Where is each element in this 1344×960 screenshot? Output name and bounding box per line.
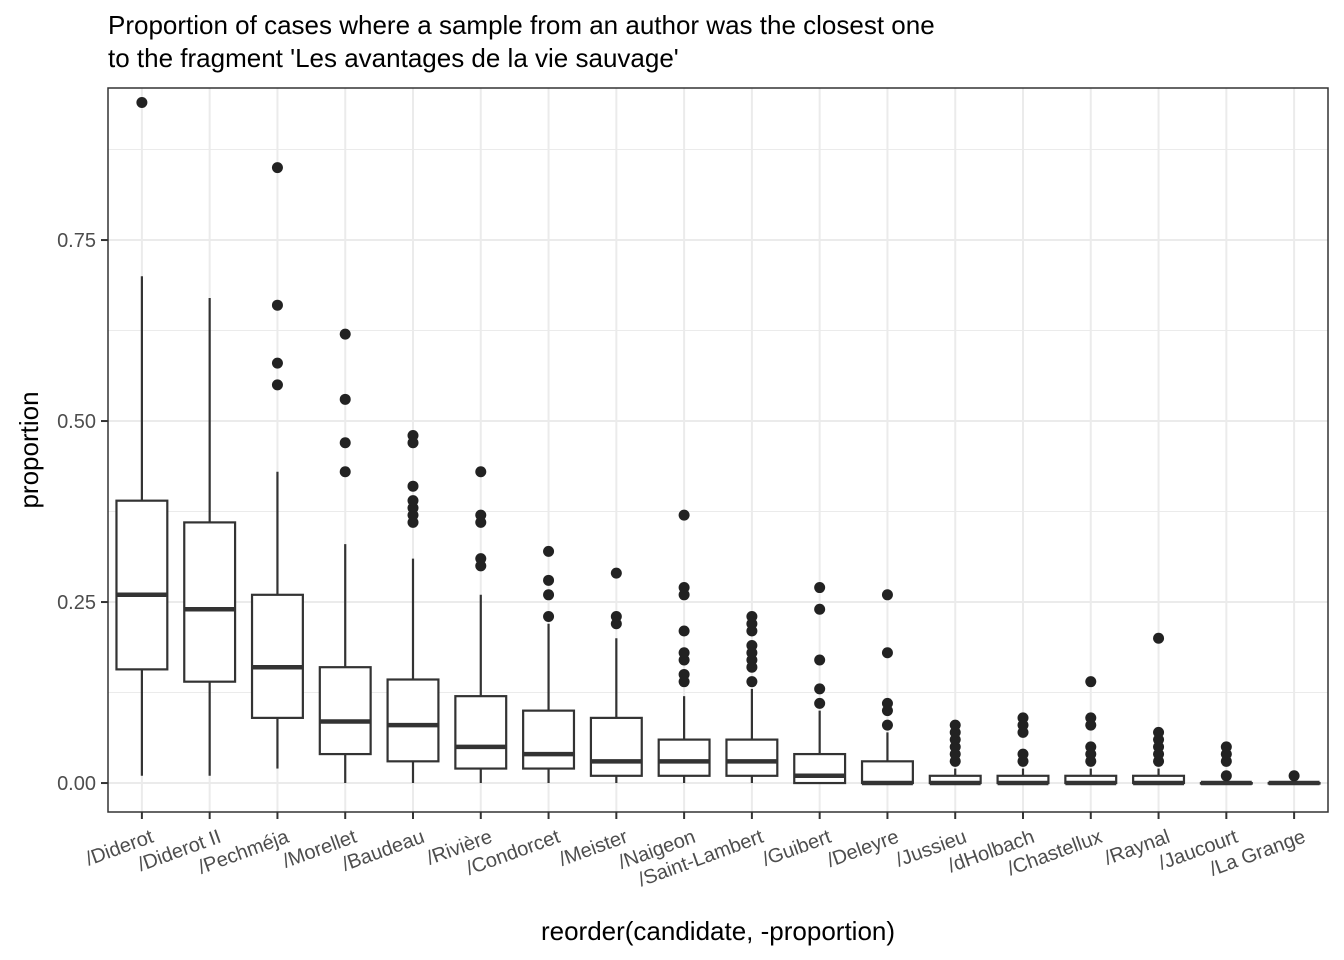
outlier-point xyxy=(949,719,961,731)
outlier-point xyxy=(475,466,487,478)
box-iqr xyxy=(183,521,237,683)
outlier-point xyxy=(1153,632,1165,644)
box-3 xyxy=(250,162,304,769)
outlier-point xyxy=(610,611,622,623)
outlier-point xyxy=(407,480,419,492)
outlier-point xyxy=(881,697,893,709)
box-12 xyxy=(860,589,914,786)
box-17 xyxy=(1199,741,1253,786)
y-tick-label: 0.50 xyxy=(57,411,96,433)
box-iqr xyxy=(522,709,576,770)
outlier-point xyxy=(1153,726,1165,738)
box-iqr xyxy=(589,716,643,777)
x-tick-label: /Deleyre xyxy=(824,826,902,872)
outlier-point xyxy=(1220,770,1232,782)
outlier-point xyxy=(1017,748,1029,760)
box-iqr xyxy=(657,738,711,777)
outlier-point xyxy=(678,625,690,637)
box-7 xyxy=(522,545,576,784)
outlier-point xyxy=(339,437,351,449)
y-axis: 0.00 0.25 0.50 0.75 xyxy=(57,230,108,795)
outlier-point xyxy=(136,96,148,108)
box-iqr xyxy=(318,666,372,756)
box-6 xyxy=(454,466,508,784)
outlier-point xyxy=(1085,741,1097,753)
outlier-point xyxy=(881,589,893,601)
y-tick-label: 0.00 xyxy=(57,773,96,795)
outlier-point xyxy=(1220,741,1232,753)
box-iqr xyxy=(860,760,914,785)
outlier-point xyxy=(271,357,283,369)
outlier-point xyxy=(881,647,893,659)
outlier-point xyxy=(271,162,283,174)
box-2 xyxy=(183,297,237,776)
box-15 xyxy=(1064,676,1118,786)
outlier-point xyxy=(814,654,826,666)
box-iqr xyxy=(725,738,779,777)
y-tick-label: 0.75 xyxy=(57,230,96,252)
outlier-point xyxy=(339,466,351,478)
outlier-point xyxy=(881,719,893,731)
outlier-point xyxy=(746,676,758,688)
box-18 xyxy=(1267,770,1321,786)
outlier-point xyxy=(678,509,690,521)
x-axis-title: reorder(candidate, -proportion) xyxy=(541,916,895,946)
outlier-point xyxy=(814,603,826,615)
outlier-point xyxy=(1288,770,1300,782)
outlier-point xyxy=(543,589,555,601)
outlier-point xyxy=(1085,676,1097,688)
box-9 xyxy=(657,509,711,784)
outlier-point xyxy=(543,611,555,623)
box-iqr xyxy=(386,678,440,763)
box-4 xyxy=(318,328,372,784)
panel-background xyxy=(108,88,1328,812)
outlier-point xyxy=(271,299,283,311)
outlier-point xyxy=(814,683,826,695)
box-iqr xyxy=(115,499,169,671)
outlier-point xyxy=(678,668,690,680)
box-14 xyxy=(996,712,1050,786)
box-1 xyxy=(115,96,169,776)
box-5 xyxy=(386,430,440,784)
outlier-point xyxy=(475,553,487,565)
outlier-point xyxy=(339,328,351,340)
box-iqr xyxy=(250,593,304,719)
outlier-point xyxy=(678,582,690,594)
box-16 xyxy=(1132,632,1186,786)
outlier-point xyxy=(271,379,283,391)
outlier-point xyxy=(1085,712,1097,724)
box-11 xyxy=(793,582,847,785)
outlier-point xyxy=(678,647,690,659)
outlier-point xyxy=(407,495,419,507)
chart-title-line-1: Proportion of cases where a sample from … xyxy=(108,10,935,40)
x-tick-label: /Guibert xyxy=(760,826,835,871)
outlier-point xyxy=(475,509,487,521)
outlier-point xyxy=(746,611,758,623)
outlier-point xyxy=(814,582,826,594)
outlier-point xyxy=(814,697,826,709)
box-iqr xyxy=(454,695,508,770)
box-13 xyxy=(928,719,982,786)
outlier-point xyxy=(407,430,419,442)
outlier-point xyxy=(1017,712,1029,724)
chart-title-line-2: to the fragment 'Les avantages de la vie… xyxy=(108,43,679,73)
outlier-point xyxy=(543,545,555,557)
panel-border xyxy=(107,87,1329,813)
outlier-point xyxy=(543,574,555,586)
outlier-point xyxy=(339,393,351,405)
outlier-point xyxy=(610,567,622,579)
box-8 xyxy=(589,567,643,784)
y-tick-label: 0.25 xyxy=(57,592,96,614)
y-axis-title: proportion xyxy=(14,391,44,508)
x-axis: /Diderot/Diderot II/Pechméja/Morellet/Ba… xyxy=(83,812,1308,891)
box-10 xyxy=(725,611,779,784)
box-series xyxy=(115,96,1321,786)
box-iqr xyxy=(793,752,847,785)
outlier-point xyxy=(746,639,758,651)
